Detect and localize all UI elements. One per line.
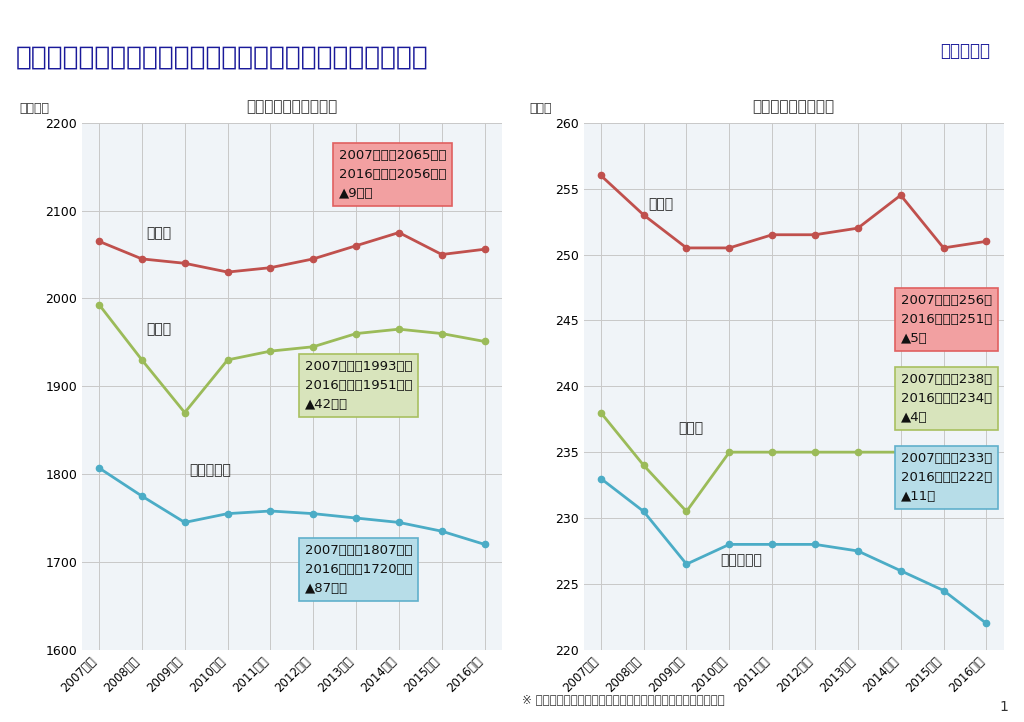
Text: 製造業: 製造業 (678, 422, 703, 435)
Text: 実労働時間及び出勤日数の推移（建設業と他産業の比較）: 実労働時間及び出勤日数の推移（建設業と他産業の比較） (16, 44, 429, 71)
Text: 2007年度：256日
2016年度：251日
▲5日: 2007年度：256日 2016年度：251日 ▲5日 (901, 294, 992, 345)
Title: 年間実労働時間の推移: 年間実労働時間の推移 (246, 100, 338, 115)
Title: 年間出勤日数の推移: 年間出勤日数の推移 (753, 100, 835, 115)
Text: 2007年度：233日
2016年度：222日
▲11日: 2007年度：233日 2016年度：222日 ▲11日 (901, 452, 992, 503)
Text: ※ 厚生労働省「毎月勤労統計調査」年度報より国土交通省作成: ※ 厚生労働省「毎月勤労統計調査」年度報より国土交通省作成 (522, 694, 725, 707)
Text: 建設業: 建設業 (146, 226, 171, 240)
Text: 2007年度：1993時間
2016年度：1951時間
▲42時間: 2007年度：1993時間 2016年度：1951時間 ▲42時間 (305, 360, 413, 411)
Text: （日）: （日） (529, 102, 552, 115)
Text: 2007年度：2065時間
2016年度：2056時間
▲9時間: 2007年度：2065時間 2016年度：2056時間 ▲9時間 (339, 149, 446, 200)
Text: 1: 1 (999, 700, 1009, 714)
Text: （時間）: （時間） (19, 102, 49, 115)
Text: 2007年度：238日
2016年度：234日
▲4日: 2007年度：238日 2016年度：234日 ▲4日 (901, 373, 992, 424)
Text: 製造業: 製造業 (146, 323, 171, 336)
Text: 建設業: 建設業 (648, 197, 673, 212)
Text: 国土交通省: 国土交通省 (940, 42, 990, 60)
Text: 2007年度：1807時間
2016年度：1720時間
▲87時間: 2007年度：1807時間 2016年度：1720時間 ▲87時間 (305, 544, 413, 596)
Text: 調査産業計: 調査産業計 (721, 553, 763, 567)
Text: 調査産業計: 調査産業計 (189, 463, 230, 477)
